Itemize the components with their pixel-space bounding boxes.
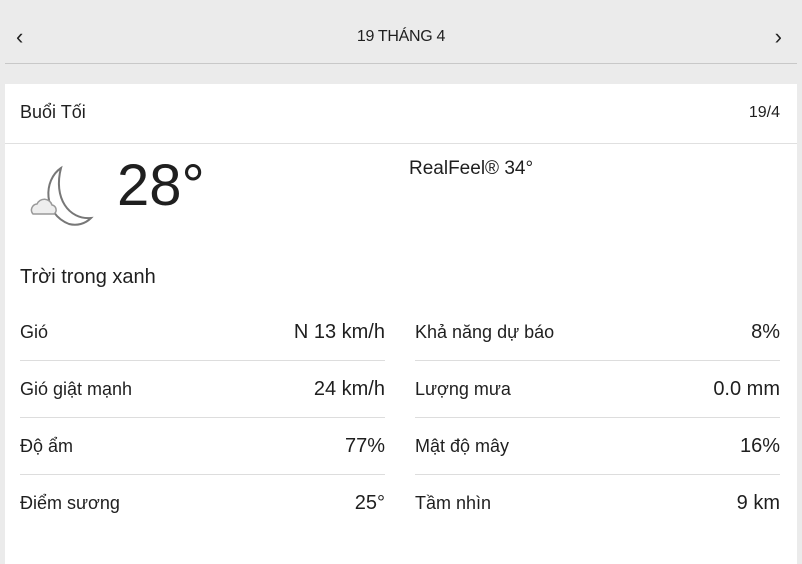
weather-phrase: Trời trong xanh — [20, 266, 156, 288]
details-left: Gió N 13 km/h Gió giật mạnh 24 km/h Độ ẩm 7… — [20, 304, 385, 531]
date-navigation: ‹ 19 THÁNG 4 › — [0, 0, 802, 63]
detail-row: Điểm sương 25° — [20, 475, 385, 531]
chevron-left-icon[interactable]: ‹ — [16, 24, 24, 49]
moon-cloud-icon — [25, 162, 97, 239]
detail-row: Mật độ mây 16% — [415, 418, 780, 475]
detail-label: Gió giật mạnh — [20, 378, 133, 399]
detail-value: N 13 km/h — [293, 320, 385, 343]
detail-label: Lượng mưa — [415, 378, 511, 399]
realfeel: RealFeel® 34° — [409, 158, 534, 179]
temperature: 28° — [117, 153, 205, 218]
detail-value: 0.0 mm — [713, 377, 780, 400]
date-title: 19 THÁNG 4 — [356, 28, 446, 45]
detail-row: Gió giật mạnh 24 km/h — [20, 361, 385, 418]
detail-label: Mật độ mây — [415, 435, 510, 456]
detail-row: Tầm nhìn 9 km — [415, 475, 780, 531]
detail-value: 25° — [354, 491, 385, 514]
detail-value: 8% — [751, 320, 780, 343]
forecast-card: Buổi Tối 19/4 28° RealFeel® 34° Trời tro… — [5, 84, 797, 564]
details-right: Khả năng dự báo 8% Lượng mưa 0.0 mm Mật độ… — [415, 304, 780, 531]
detail-value: 9 km — [736, 491, 780, 514]
detail-label: Khả năng dự báo — [415, 321, 555, 342]
detail-label: Gió — [20, 321, 49, 342]
detail-label: Tầm nhìn — [415, 492, 492, 513]
period-date: 19/4 — [748, 104, 780, 121]
detail-value: 77% — [344, 434, 385, 457]
chevron-right-icon[interactable]: › — [774, 24, 782, 49]
detail-label: Độ ẩm — [20, 435, 74, 456]
detail-row: Độ ẩm 77% — [20, 418, 385, 475]
detail-row: Lượng mưa 0.0 mm — [415, 361, 780, 418]
detail-label: Điểm sương — [20, 492, 120, 513]
detail-row: Gió N 13 km/h — [20, 304, 385, 361]
card-header: Buổi Tối 19/4 — [5, 84, 797, 144]
detail-value: 16% — [739, 434, 780, 457]
detail-row: Khả năng dự báo 8% — [415, 304, 780, 361]
period-label: Buổi Tối — [20, 102, 86, 122]
detail-value: 24 km/h — [313, 377, 385, 400]
divider — [5, 63, 797, 64]
